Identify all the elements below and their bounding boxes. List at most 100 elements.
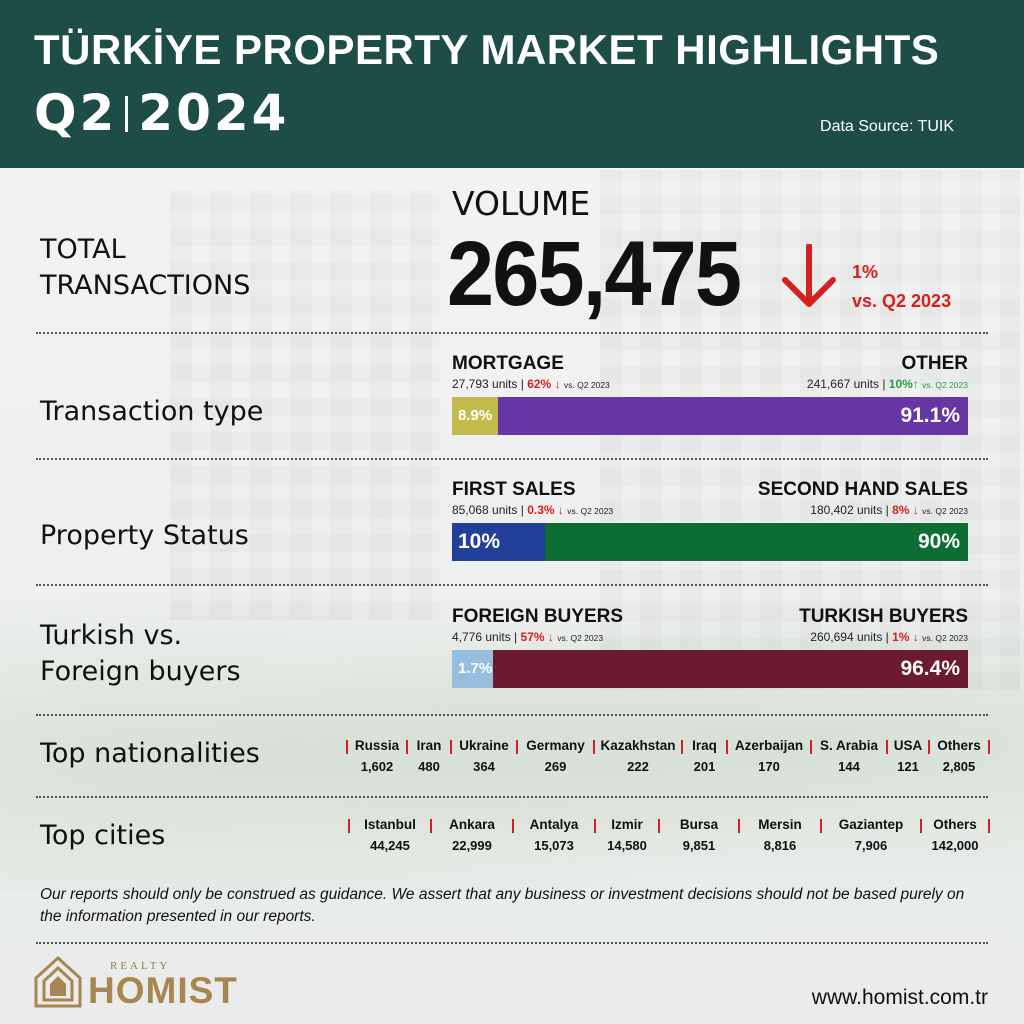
- volume-value: 265,475: [447, 223, 742, 325]
- mortgage-stats: 27,793 units | 62% ↓ vs. Q2 2023: [452, 377, 610, 391]
- section-divider: [36, 796, 988, 798]
- table-cell-others: Others 2,805: [930, 738, 988, 774]
- other-change: 10%: [888, 377, 913, 391]
- top-nationalities-label: Top nationalities: [40, 738, 260, 769]
- table-cell-iraq: Iraq 201: [683, 738, 726, 774]
- foreign-buyers-change: 57%: [520, 630, 545, 644]
- table-cell-value: 14,580: [607, 838, 647, 853]
- bar-label-right: 96.4%: [900, 657, 960, 680]
- table-cell-name: Izmir: [611, 817, 643, 832]
- table-cell-value: 144: [838, 759, 860, 774]
- table-cell-usa: USA 121: [888, 738, 928, 774]
- mortgage-comparison: vs. Q2 2023: [563, 380, 610, 390]
- table-cell-name: USA: [893, 738, 923, 753]
- column-separator: [681, 740, 683, 754]
- section-divider: [36, 584, 988, 586]
- bar-segment-right: [493, 650, 968, 688]
- table-cell-value: 7,906: [854, 838, 888, 853]
- table-cell-germany: Germany 269: [518, 738, 593, 774]
- first-sales-change: 0.3%: [527, 503, 555, 517]
- column-separator: [430, 819, 432, 833]
- section-divider: [36, 942, 988, 944]
- column-separator: [738, 819, 740, 833]
- section-divider: [36, 714, 988, 716]
- mortgage-name: MORTGAGE: [452, 353, 564, 374]
- table-cell-antalya: Antalya 15,073: [514, 817, 594, 853]
- website-link[interactable]: www.homist.com.tr: [811, 986, 988, 1009]
- property-status-split: FIRST SALES SECOND HAND SALES 85,068 uni…: [452, 479, 968, 561]
- table-cell-iran: Iran 480: [408, 738, 450, 774]
- bar-segment-right: [498, 397, 968, 435]
- transaction-type-bar: 8.9% 91.1%: [452, 397, 968, 435]
- period-separator: [125, 96, 129, 132]
- foreign-buyers-name: FOREIGN BUYERS: [452, 606, 624, 627]
- bar-label-left: 10%: [458, 530, 501, 553]
- column-separator: [512, 819, 514, 833]
- table-cell-others: Others 142,000: [922, 817, 988, 853]
- turkish-buyers-comparison: vs. Q2 2023: [922, 633, 968, 643]
- second-hand-sales-comparison: vs. Q2 2023: [922, 506, 968, 516]
- table-cell-kazakhstan: Kazakhstan 222: [595, 738, 681, 774]
- other-comparison: vs. Q2 2023: [922, 380, 968, 390]
- logo-realty-text: REALTY: [110, 960, 171, 972]
- table-cell-value: 121: [897, 759, 919, 774]
- column-separator: [348, 819, 350, 833]
- table-cell-value: 8,816: [763, 838, 797, 853]
- first-sales-name: FIRST SALES: [452, 479, 576, 500]
- first-sales-units: 85,068 units: [452, 503, 518, 517]
- buyers-label-line1: Turkish vs.: [40, 620, 183, 651]
- logo-homist-text[interactable]: HOMIST: [88, 970, 238, 1011]
- column-separator: [658, 819, 660, 833]
- table-cell-value: 269: [544, 759, 567, 774]
- buyers-label-line2: Foreign buyers: [40, 656, 241, 688]
- total-transactions-label: TOTAL TRANSACTIONS: [40, 232, 250, 305]
- table-cell-name: Ankara: [449, 817, 495, 832]
- property-status-label: Property Status: [40, 520, 249, 551]
- first-sales-comparison: vs. Q2 2023: [567, 506, 614, 516]
- bar-segment-left: [452, 397, 498, 435]
- down-arrow-icon: ↓: [912, 503, 919, 517]
- table-cell-s-arabia: S. Arabia 144: [812, 738, 886, 774]
- transaction-type-split: MORTGAGE OTHER 27,793 units | 62% ↓ vs. …: [452, 353, 968, 435]
- turkish-buyers-units: 260,694 units: [810, 630, 883, 644]
- top-cities-table: Istanbul 44,245 Ankara 22,999 Antalya 15,073 I…: [340, 817, 1000, 859]
- table-cell-ankara: Ankara 22,999: [432, 817, 512, 853]
- table-cell-value: 9,851: [682, 838, 716, 853]
- homist-logo-icon[interactable]: [32, 952, 242, 1012]
- bar-label-left: 8.9%: [458, 407, 493, 424]
- buyers-split: FOREIGN BUYERS TURKISH BUYERS 4,776 unit…: [452, 606, 968, 688]
- table-cell-value: 364: [473, 759, 495, 774]
- table-cell-name: Iraq: [692, 738, 717, 753]
- table-cell-ukraine: Ukraine 364: [452, 738, 516, 774]
- table-cell-name: Bursa: [679, 817, 719, 832]
- buyers-bar: 1.7% 96.4%: [452, 650, 968, 688]
- quarter-label: Q2: [34, 84, 118, 142]
- table-cell-name: Iran: [416, 738, 442, 753]
- top-nationalities-table: Russia 1,602 Iran 480 Ukraine 364 Germany 269 Ka…: [340, 738, 1000, 778]
- table-cell-name: Others: [933, 817, 977, 832]
- bar-segment-left: [452, 523, 545, 561]
- other-stats: 241,667 units | 10%↑ vs. Q2 2023: [806, 377, 968, 391]
- column-separator: [988, 740, 990, 754]
- table-cell-value: 222: [627, 759, 649, 774]
- column-separator: [820, 819, 822, 833]
- background-trees: [0, 560, 1024, 890]
- bar-label-right: 90%: [917, 530, 960, 553]
- disclaimer: Our reports should only be construed as …: [40, 886, 965, 926]
- bar-segment-left: [452, 650, 493, 688]
- section-divider: [36, 458, 988, 460]
- table-cell-value: 15,073: [534, 838, 574, 853]
- bar-label-left: 1.7%: [458, 660, 493, 677]
- table-cell-izmir: Izmir 14,580: [596, 817, 658, 853]
- column-separator: [594, 819, 596, 833]
- down-arrow-icon: ↓: [912, 630, 919, 644]
- transaction-type-label: Transaction type: [40, 396, 264, 427]
- section-divider: [36, 332, 988, 334]
- turkish-buyers-change: 1%: [892, 630, 910, 644]
- table-cell-name: Antalya: [529, 817, 579, 832]
- table-cell-value: 480: [418, 759, 440, 774]
- other-units: 241,667 units: [806, 377, 879, 391]
- bar-segment-right: [545, 523, 968, 561]
- column-separator: [450, 740, 452, 754]
- turkish-buyers-stats: 260,694 units | 1% ↓ vs. Q2 2023: [810, 630, 968, 644]
